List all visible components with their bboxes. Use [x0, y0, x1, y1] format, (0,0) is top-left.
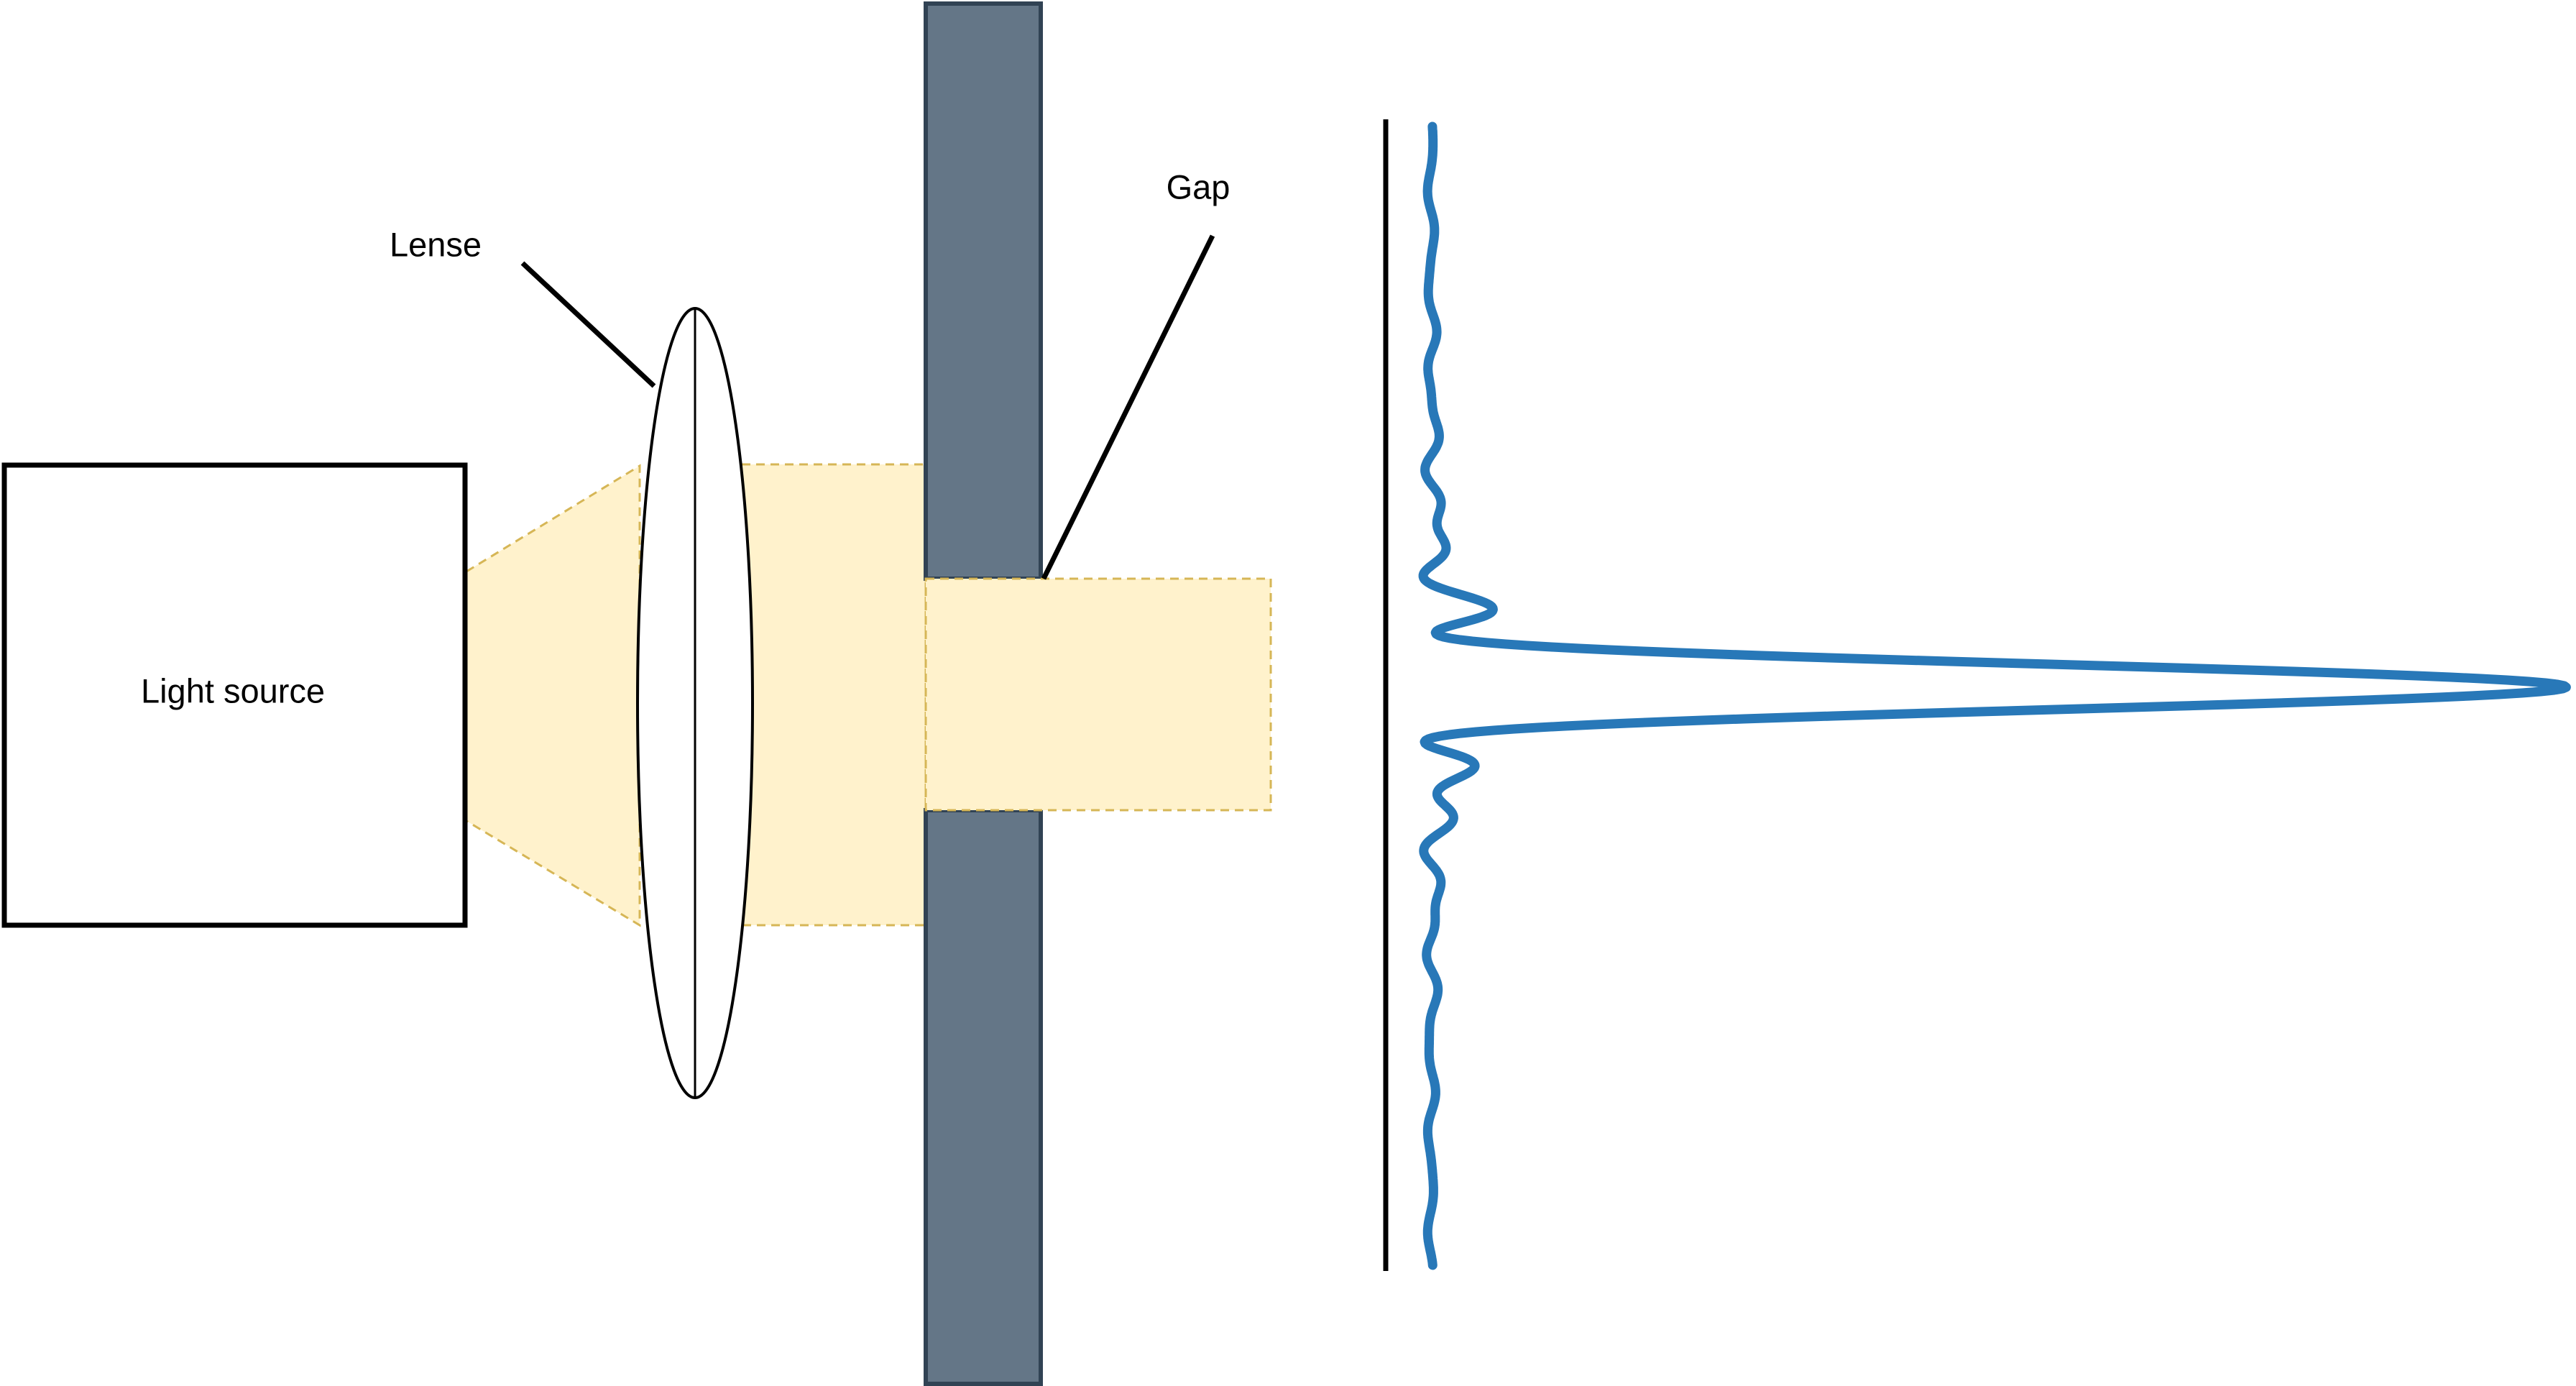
gap-light-beam [924, 577, 1272, 812]
light-source-label: Light source [141, 671, 325, 710]
barrier-top [924, 1, 1043, 581]
lense-label: Lense [390, 225, 482, 263]
converging-light-beam [465, 464, 641, 927]
intensity-pattern-curve [1418, 121, 2571, 1270]
light-source-box [1, 462, 468, 928]
collimated-light-beam [726, 463, 927, 927]
barrier-bottom [924, 808, 1043, 1386]
gap-leader-line [1041, 234, 1215, 580]
lense-leader-line [520, 261, 656, 388]
gap-label: Gap [1167, 167, 1230, 206]
